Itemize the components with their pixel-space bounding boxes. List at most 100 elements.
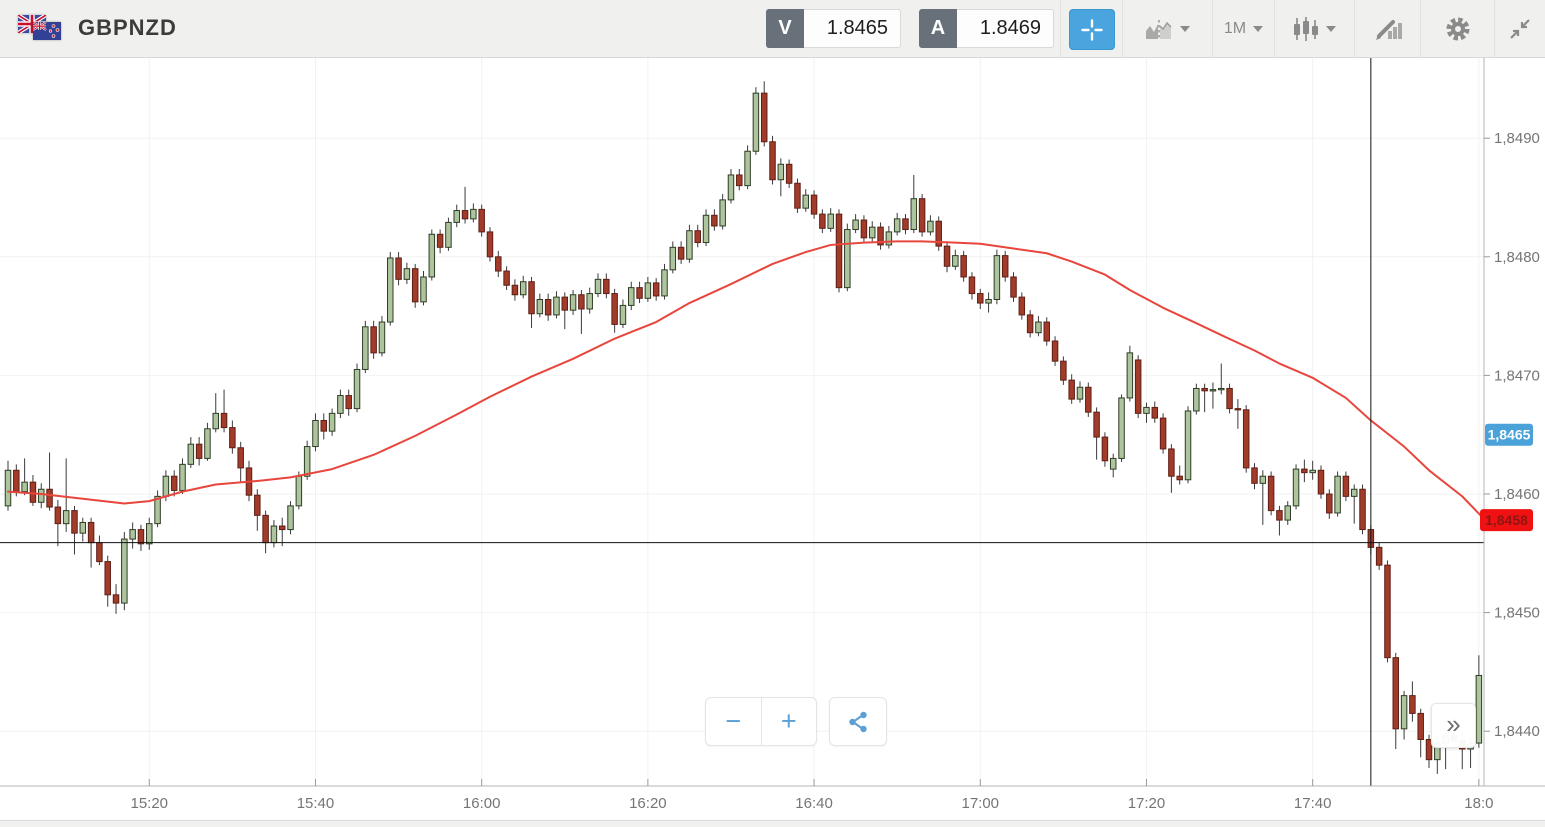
sell-quote[interactable]: V 1.8465 bbox=[766, 9, 901, 48]
candle-down[interactable] bbox=[1093, 407, 1100, 460]
candle-up[interactable] bbox=[146, 517, 153, 550]
candle-down[interactable] bbox=[370, 320, 377, 359]
candle-down[interactable] bbox=[528, 276, 535, 328]
drawing-tools-button[interactable] bbox=[1354, 0, 1420, 57]
candle-up[interactable] bbox=[1400, 690, 1408, 740]
candle-down[interactable] bbox=[1326, 489, 1333, 519]
price-axis[interactable]: 1,8490 1,8480 1,8470 1,8460 1,8450 1,8440 bbox=[1484, 130, 1540, 740]
candle-up[interactable] bbox=[1475, 655, 1483, 748]
candle-up[interactable] bbox=[686, 224, 693, 263]
candle-down[interactable] bbox=[237, 441, 244, 483]
candle-down[interactable] bbox=[1168, 444, 1175, 493]
candle-down[interactable] bbox=[760, 81, 768, 147]
candle-up[interactable] bbox=[777, 158, 785, 197]
candle-up[interactable] bbox=[337, 389, 344, 419]
candle-up[interactable] bbox=[287, 501, 294, 535]
candle-up[interactable] bbox=[312, 413, 319, 452]
candle-down[interactable] bbox=[1043, 317, 1050, 346]
candle-down[interactable] bbox=[819, 209, 826, 234]
candle-up[interactable] bbox=[212, 393, 219, 433]
candle-up[interactable] bbox=[453, 204, 460, 228]
chart-style-dropdown[interactable] bbox=[1122, 0, 1212, 57]
candle-down[interactable] bbox=[320, 413, 328, 440]
candle-up[interactable] bbox=[1126, 345, 1134, 402]
candle-down[interactable] bbox=[54, 499, 62, 547]
candle-up[interactable] bbox=[952, 249, 959, 270]
candle-down[interactable] bbox=[195, 437, 203, 466]
candle-up[interactable] bbox=[295, 471, 303, 510]
candle-up[interactable] bbox=[129, 522, 136, 549]
candle-up[interactable] bbox=[470, 203, 477, 223]
candle-down[interactable] bbox=[1051, 336, 1059, 366]
candle-down[interactable] bbox=[918, 193, 926, 237]
candle-down[interactable] bbox=[1234, 399, 1242, 429]
candle-down[interactable] bbox=[1026, 310, 1034, 338]
candle-down[interactable] bbox=[1134, 355, 1142, 419]
candle-style-dropdown[interactable] bbox=[1274, 0, 1354, 57]
candle-down[interactable] bbox=[1068, 374, 1075, 404]
candle-up[interactable] bbox=[62, 458, 70, 532]
candle-down[interactable] bbox=[1151, 401, 1159, 423]
candle-up[interactable] bbox=[403, 262, 411, 285]
candle-up[interactable] bbox=[353, 363, 361, 413]
candle-up[interactable] bbox=[893, 212, 901, 236]
candle-down[interactable] bbox=[1392, 652, 1400, 749]
candle-down[interactable] bbox=[1342, 471, 1350, 502]
candle-up[interactable] bbox=[1284, 501, 1291, 525]
candle-up[interactable] bbox=[927, 215, 934, 236]
bottom-scroll-strip[interactable] bbox=[0, 820, 1545, 827]
candle-up[interactable] bbox=[187, 437, 195, 468]
candle-down[interactable] bbox=[71, 505, 78, 555]
candle-down[interactable] bbox=[1201, 383, 1208, 413]
candle-down[interactable] bbox=[1242, 405, 1250, 473]
candle-up[interactable] bbox=[844, 223, 851, 292]
candle-up[interactable] bbox=[619, 299, 627, 328]
buy-quote[interactable]: A 1.8469 bbox=[919, 9, 1054, 48]
candle-down[interactable] bbox=[785, 159, 793, 189]
candle-up[interactable] bbox=[827, 208, 834, 232]
candle-up[interactable] bbox=[1218, 363, 1225, 395]
candle-down[interactable] bbox=[935, 216, 942, 251]
candle-up[interactable] bbox=[985, 292, 992, 313]
candle-down[interactable] bbox=[1425, 734, 1433, 768]
candle-down[interactable] bbox=[112, 584, 120, 614]
zoom-in-button[interactable]: + bbox=[760, 698, 817, 745]
candle-down[interactable] bbox=[220, 389, 228, 433]
time-axis[interactable]: 15:20 15:40 16:00 16:20 16:40 17:00 17:20 17:40… bbox=[130, 779, 1493, 812]
candle-down[interactable] bbox=[578, 290, 585, 334]
candle-up[interactable] bbox=[744, 145, 751, 190]
candle-down[interactable] bbox=[1417, 708, 1424, 758]
expand-panel-button[interactable]: » bbox=[1431, 703, 1476, 748]
candle-down[interactable] bbox=[1226, 383, 1233, 414]
candle-down[interactable] bbox=[677, 241, 685, 264]
candle-down[interactable] bbox=[1375, 542, 1383, 570]
candle-down[interactable] bbox=[170, 470, 178, 497]
candle-up[interactable] bbox=[553, 291, 560, 319]
candle-up[interactable] bbox=[270, 520, 278, 548]
candle-down[interactable] bbox=[1301, 459, 1308, 483]
candle-up[interactable] bbox=[852, 214, 859, 234]
candle-down[interactable] bbox=[1176, 465, 1183, 485]
candle-down[interactable] bbox=[1317, 465, 1325, 499]
candle-down[interactable] bbox=[1085, 382, 1092, 417]
candle-down[interactable] bbox=[1276, 505, 1283, 536]
candle-down[interactable] bbox=[902, 214, 909, 235]
candle-up[interactable] bbox=[1334, 471, 1341, 517]
candle-down[interactable] bbox=[1384, 560, 1391, 663]
candle-down[interactable] bbox=[769, 135, 776, 185]
candle-up[interactable] bbox=[868, 221, 876, 242]
candle-down[interactable] bbox=[968, 272, 976, 300]
candles-layer[interactable] bbox=[4, 81, 1483, 774]
candle-down[interactable] bbox=[544, 293, 552, 321]
candle-up[interactable] bbox=[993, 249, 1001, 305]
zoom-out-button[interactable]: − bbox=[725, 706, 742, 736]
candle-down[interactable] bbox=[860, 215, 868, 243]
timeframe-dropdown[interactable]: 1M bbox=[1212, 0, 1274, 57]
candle-down[interactable] bbox=[278, 517, 286, 547]
instrument-selector[interactable]: GBPNZD bbox=[18, 7, 177, 49]
candle-up[interactable] bbox=[204, 422, 211, 461]
candle-down[interactable] bbox=[1010, 272, 1017, 302]
candle-up[interactable] bbox=[669, 241, 677, 274]
candle-up[interactable] bbox=[21, 458, 28, 496]
candle-down[interactable] bbox=[1101, 432, 1109, 467]
